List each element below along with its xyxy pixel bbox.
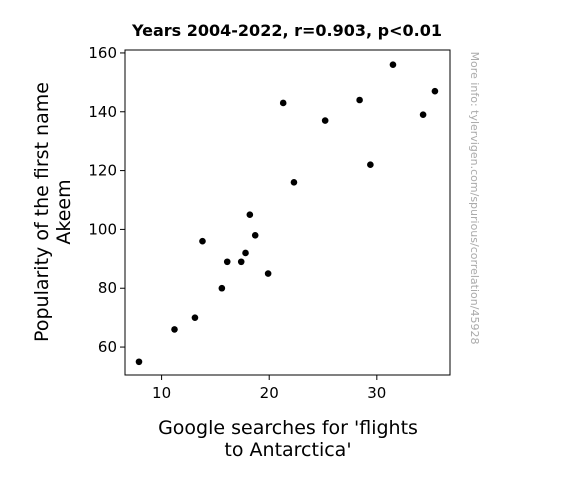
data-point xyxy=(356,96,363,104)
source-watermark: More info: tylervigen.com/spurious/corre… xyxy=(468,52,481,345)
x-tick-label: 10 xyxy=(152,384,171,402)
x-axis: 10 20 30 xyxy=(152,375,386,402)
data-point xyxy=(367,161,374,169)
y-tick-label: 140 xyxy=(88,103,117,121)
data-point xyxy=(264,270,272,277)
data-point xyxy=(223,258,231,266)
data-point xyxy=(419,111,427,119)
data-point xyxy=(218,284,226,292)
data-point xyxy=(389,61,397,69)
y-tick-label: 160 xyxy=(88,44,117,62)
x-axis-label-line-1: Google searches for 'flights xyxy=(158,417,418,439)
plot-area xyxy=(124,49,451,376)
y-tick-label: 100 xyxy=(88,220,117,238)
y-axis-label-line-1: Popularity of the first name xyxy=(31,82,53,342)
y-axis-label-line-2: Akeem xyxy=(53,179,75,244)
data-point xyxy=(246,211,254,219)
data-point xyxy=(237,258,245,266)
x-axis-label-line-2: to Antarctica' xyxy=(224,439,351,461)
data-point xyxy=(171,326,178,333)
data-point xyxy=(242,249,249,257)
x-tick-label: 20 xyxy=(260,384,279,402)
x-tick-label: 30 xyxy=(367,384,386,402)
data-point xyxy=(251,231,259,239)
chart-title: Years 2004-2022, r=0.903, p<0.01 xyxy=(131,21,442,40)
data-point xyxy=(431,87,439,95)
data-point xyxy=(135,358,143,366)
y-tick-label: 80 xyxy=(98,279,117,297)
y-tick-label: 60 xyxy=(98,338,117,356)
y-tick-label: 120 xyxy=(88,162,117,180)
data-point xyxy=(290,179,298,186)
data-point xyxy=(321,117,329,124)
data-point xyxy=(199,237,206,245)
data-point xyxy=(191,314,199,321)
data-point xyxy=(279,99,287,107)
y-axis: 60 80 100 120 140 160 xyxy=(88,44,125,356)
data-points xyxy=(135,61,439,366)
